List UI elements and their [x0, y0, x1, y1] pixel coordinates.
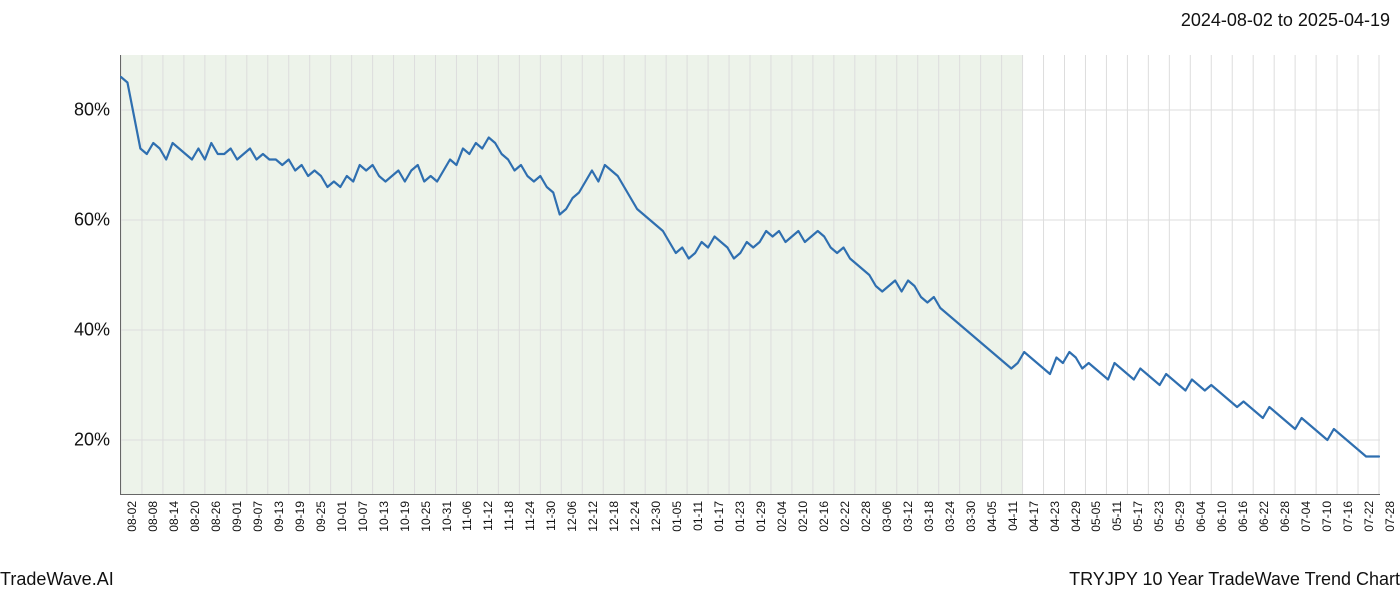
- x-axis-tick-label: 05-23: [1152, 501, 1166, 532]
- x-axis-tick-label: 12-24: [628, 501, 642, 532]
- x-axis-tick-label: 10-25: [419, 501, 433, 532]
- chart-svg: [120, 55, 1380, 495]
- y-axis-tick-label: 80%: [74, 100, 110, 121]
- x-axis-tick-label: 11-12: [481, 501, 495, 531]
- x-axis-tick-label: 10-13: [377, 501, 391, 532]
- y-axis-tick-label: 40%: [74, 320, 110, 341]
- y-axis-tick-label: 60%: [74, 210, 110, 231]
- x-axis-tick-label: 11-06: [460, 501, 474, 531]
- x-axis-tick-label: 09-13: [272, 501, 286, 532]
- x-axis-tick-label: 04-11: [1006, 501, 1020, 531]
- x-axis-tick-label: 12-30: [649, 501, 663, 532]
- x-axis-tick-label: 02-28: [859, 501, 873, 532]
- x-axis-tick-label: 03-30: [964, 501, 978, 532]
- brand-label: TradeWave.AI: [0, 569, 114, 590]
- x-axis-tick-label: 07-28: [1383, 501, 1397, 532]
- y-axis-tick-label: 20%: [74, 430, 110, 451]
- x-axis-tick-label: 06-28: [1278, 501, 1292, 532]
- x-axis-tick-label: 01-05: [670, 501, 684, 532]
- x-axis-tick-label: 02-16: [817, 501, 831, 532]
- x-axis-tick-label: 08-20: [188, 501, 202, 532]
- x-axis-tick-label: 02-22: [838, 501, 852, 532]
- x-axis-tick-label: 09-07: [251, 501, 265, 532]
- x-axis-tick-label: 10-01: [335, 501, 349, 532]
- x-axis-tick-label: 04-05: [985, 501, 999, 532]
- x-axis-tick-label: 04-17: [1027, 501, 1041, 532]
- x-axis-tick-label: 08-08: [146, 501, 160, 532]
- x-axis-tick-label: 03-18: [922, 501, 936, 532]
- x-axis-tick-label: 04-23: [1048, 501, 1062, 532]
- x-axis-tick-label: 12-06: [565, 501, 579, 532]
- x-axis-tick-label: 08-14: [167, 501, 181, 532]
- x-axis-tick-label: 06-10: [1215, 501, 1229, 532]
- x-axis-tick-label: 07-10: [1320, 501, 1334, 532]
- x-axis-tick-label: 02-04: [775, 501, 789, 532]
- x-axis-tick-label: 09-19: [293, 501, 307, 532]
- x-axis-tick-label: 11-18: [502, 501, 516, 531]
- x-axis-tick-label: 09-01: [230, 501, 244, 532]
- x-axis-tick-label: 12-18: [607, 501, 621, 532]
- x-axis-tick-label: 07-04: [1299, 501, 1313, 532]
- x-axis-tick-label: 03-12: [901, 501, 915, 532]
- x-axis-tick-label: 10-31: [440, 501, 454, 532]
- x-axis-tick-label: 11-24: [523, 501, 537, 531]
- x-axis-tick-label: 01-17: [712, 501, 726, 532]
- x-axis-tick-label: 10-07: [356, 501, 370, 532]
- x-axis-tick-label: 03-06: [880, 501, 894, 532]
- x-axis-tick-label: 08-02: [125, 501, 139, 532]
- x-axis-tick-label: 07-22: [1362, 501, 1376, 532]
- trend-chart: 20%40%60%80%08-0208-0808-1408-2008-2609-…: [120, 55, 1380, 495]
- x-axis-tick-label: 08-26: [209, 501, 223, 532]
- date-range-label: 2024-08-02 to 2025-04-19: [1181, 10, 1390, 31]
- x-axis-tick-label: 10-19: [398, 501, 412, 532]
- x-axis-tick-label: 12-12: [586, 501, 600, 532]
- x-axis-tick-label: 11-30: [544, 501, 558, 531]
- x-axis-tick-label: 09-25: [314, 501, 328, 532]
- x-axis-tick-label: 05-05: [1089, 501, 1103, 532]
- chart-title: TRYJPY 10 Year TradeWave Trend Chart: [1069, 569, 1400, 590]
- x-axis-tick-label: 03-24: [943, 501, 957, 532]
- x-axis-tick-label: 04-29: [1069, 501, 1083, 532]
- x-axis-tick-label: 02-10: [796, 501, 810, 532]
- x-axis-tick-label: 06-16: [1236, 501, 1250, 532]
- x-axis-tick-label: 01-11: [691, 501, 705, 531]
- x-axis-tick-label: 01-23: [733, 501, 747, 532]
- x-axis-tick-label: 05-11: [1110, 501, 1124, 531]
- x-axis-tick-label: 05-17: [1131, 501, 1145, 532]
- x-axis-tick-label: 06-22: [1257, 501, 1271, 532]
- x-axis-tick-label: 01-29: [754, 501, 768, 532]
- x-axis-tick-label: 06-04: [1194, 501, 1208, 532]
- x-axis-tick-label: 07-16: [1341, 501, 1355, 532]
- x-axis-tick-label: 05-29: [1173, 501, 1187, 532]
